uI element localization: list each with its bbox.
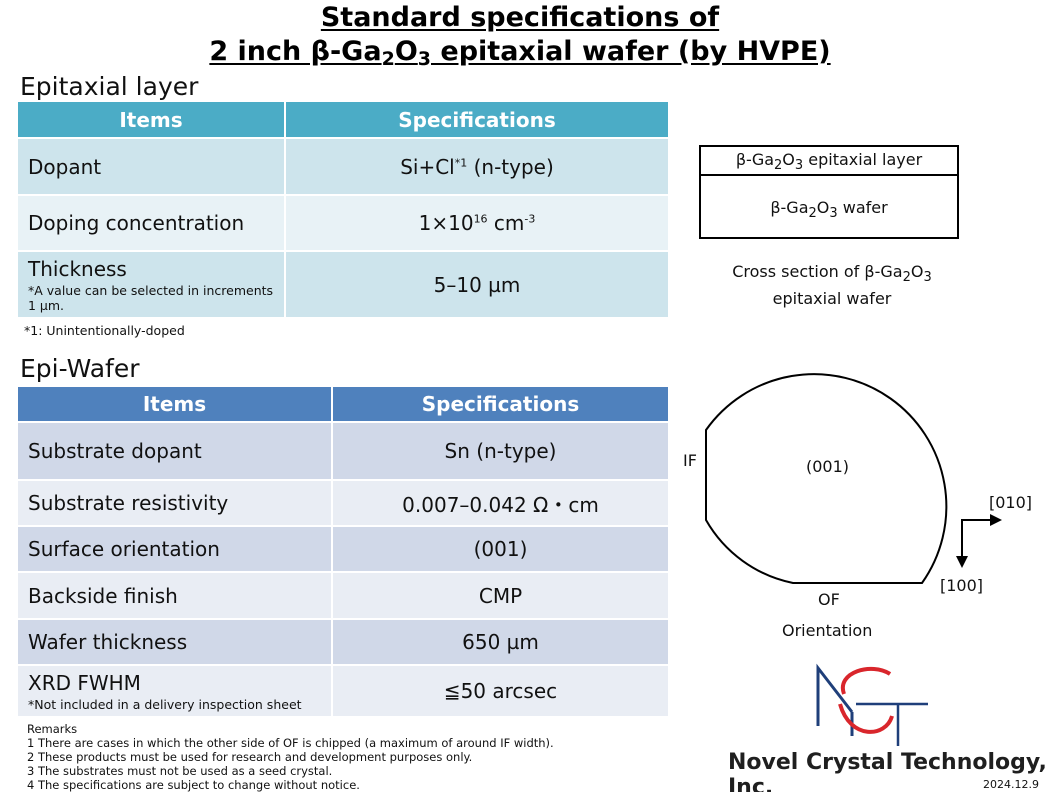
col-items-header: Items	[16, 385, 333, 423]
col-spec-header: Specifications	[331, 385, 670, 423]
thickness-label: Thickness *A value can be selected in inc…	[16, 250, 286, 319]
dopant-value: Si+Cl*1 (n-type)	[284, 137, 670, 196]
company-logo	[816, 663, 928, 746]
epitaxial-layer-box: β-Ga2O3 epitaxial layer	[701, 147, 957, 176]
direction-arrows	[956, 514, 1002, 568]
substrate-resistivity-value: 0.007–0.042 Ω・cm	[331, 479, 670, 527]
cross-section-diagram: β-Ga2O3 epitaxial layer β-Ga2O3 wafer	[699, 145, 959, 239]
table-header-row: Items Specifications	[16, 100, 670, 139]
remark-item: 1 There are cases in which the other sid…	[27, 736, 554, 750]
remark-item: 4 The specifications are subject to chan…	[27, 778, 360, 792]
table-row: Substrate dopant Sn (n-type)	[16, 421, 670, 481]
thickness-note: *A value can be selected in increments 1…	[28, 282, 274, 313]
page-title-line2: 2 inch β-Ga2O3 epitaxial wafer (by HVPE)	[209, 36, 831, 70]
xrd-fwhm-value: ≦50 arcsec	[331, 664, 670, 718]
table-row: Doping concentration 1×1016 cm-3	[16, 194, 670, 252]
xrd-note: *Not included in a delivery inspection s…	[28, 696, 302, 712]
dopant-label: Dopant	[16, 137, 286, 196]
wafer-outline	[705, 373, 948, 584]
table-row: Dopant Si+Cl*1 (n-type)	[16, 137, 670, 196]
surface-orientation-value: (001)	[331, 525, 670, 573]
substrate-resistivity-label: Substrate resistivity	[16, 479, 333, 527]
col-items-header: Items	[16, 100, 286, 139]
remarks-heading: Remarks	[27, 722, 78, 736]
of-label: OF	[818, 590, 840, 609]
thickness-value: 5–10 µm	[284, 250, 670, 319]
table-row: Thickness *A value can be selected in inc…	[16, 250, 670, 319]
epi-wafer-heading: Epi-Wafer	[20, 354, 140, 383]
footnote: *1: Unintentionally-doped	[24, 323, 185, 338]
if-label: IF	[683, 451, 697, 470]
backside-finish-label: Backside finish	[16, 571, 333, 620]
substrate-dopant-label: Substrate dopant	[16, 421, 333, 481]
xrd-fwhm-label: XRD FWHM *Not included in a delivery insp…	[16, 664, 333, 718]
direction-100-label: [100]	[940, 576, 984, 595]
remarks: Remarks 1 There are cases in which the o…	[27, 722, 554, 792]
col-spec-header: Specifications	[284, 100, 670, 139]
table-row: Backside finish CMP	[16, 571, 670, 620]
substrate-dopant-value: Sn (n-type)	[331, 421, 670, 481]
orientation-caption: Orientation	[782, 621, 873, 640]
direction-010-label: [010]	[989, 493, 1033, 512]
wafer-box: β-Ga2O3 wafer	[770, 198, 888, 221]
table-row: XRD FWHM *Not included in a delivery insp…	[16, 664, 670, 718]
cross-section-caption: Cross section of β-Ga2O3 epitaxial wafer	[732, 262, 932, 308]
document-date: 2024.12.9	[983, 778, 1039, 791]
orientation-diagram	[705, 373, 1002, 584]
doping-concentration-label: Doping concentration	[16, 194, 286, 252]
doping-concentration-value: 1×1016 cm-3	[284, 194, 670, 252]
table-row: Surface orientation (001)	[16, 525, 670, 573]
epitaxial-spec-table: Items Specifications Dopant Si+Cl*1 (n-t…	[16, 100, 670, 319]
table-row: Wafer thickness 650 µm	[16, 618, 670, 666]
company-name: Novel Crystal Technology, Inc.	[728, 750, 1047, 792]
remark-item: 2 These products must be used for resear…	[27, 750, 473, 764]
epitaxial-layer-heading: Epitaxial layer	[20, 72, 199, 101]
surface-orientation-label: Surface orientation	[16, 525, 333, 573]
orientation-center-label: (001)	[806, 457, 850, 476]
remark-item: 3 The substrates must not be used as a s…	[27, 764, 333, 778]
table-header-row: Items Specifications	[16, 385, 670, 423]
backside-finish-value: CMP	[331, 571, 670, 620]
wafer-thickness-label: Wafer thickness	[16, 618, 333, 666]
epi-wafer-spec-table: Items Specifications Substrate dopant Sn…	[16, 385, 670, 718]
table-row: Substrate resistivity 0.007–0.042 Ω・cm	[16, 479, 670, 527]
wafer-thickness-value: 650 µm	[331, 618, 670, 666]
page-title-line1: Standard specifications of	[320, 2, 720, 33]
